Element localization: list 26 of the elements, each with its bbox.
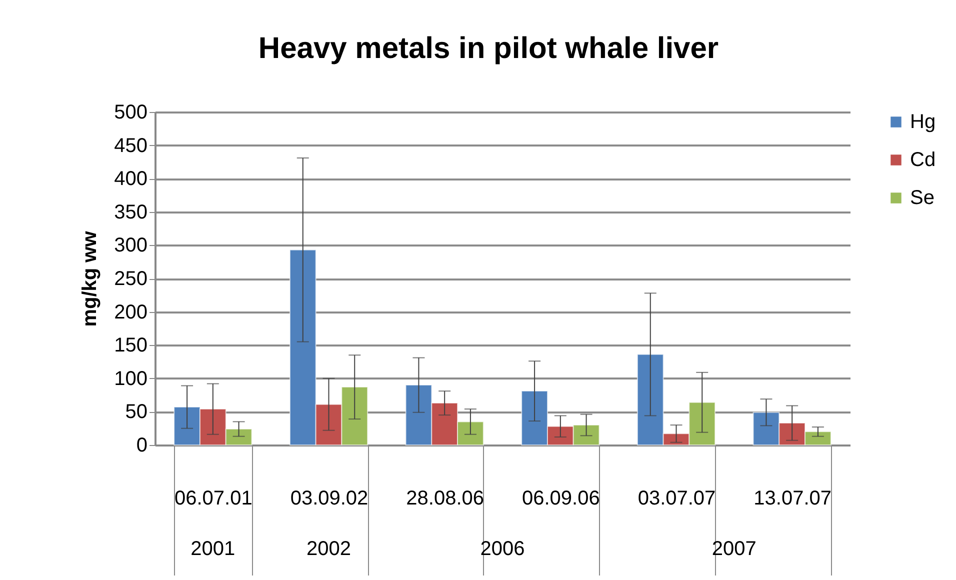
x-tick-label: 06.09.06 xyxy=(522,488,600,510)
legend-label: Hg xyxy=(910,111,936,133)
y-tick-label: 0 xyxy=(136,434,148,456)
y-tick-label: 100 xyxy=(114,368,148,390)
y-tick-label: 300 xyxy=(114,234,148,257)
y-tick-label: 150 xyxy=(114,334,148,357)
text: 2007 xyxy=(712,538,756,561)
x-tick-label: 03.09.02 xyxy=(290,488,368,510)
x-tick-label: 06.07.01 xyxy=(174,488,252,510)
text: 2002 xyxy=(306,538,351,561)
y-tick-label: 250 xyxy=(114,268,148,290)
text: 2006 xyxy=(480,538,525,561)
y-tick-label: 500 xyxy=(114,102,148,124)
y-tick-label: 350 xyxy=(114,201,148,224)
x-tick-label: 13.07.07 xyxy=(754,488,832,510)
y-tick-label: 50 xyxy=(125,401,148,424)
y-tick-label: 200 xyxy=(114,301,148,324)
legend-label: Se xyxy=(910,187,934,209)
y-axis-title: mg/kg ww xyxy=(79,230,102,327)
x-tick-label: 28.08.06 xyxy=(406,488,484,510)
y-tick-label: 400 xyxy=(114,168,148,190)
chart-title: Heavy metals in pilot whale liver xyxy=(258,32,719,65)
text: 2001 xyxy=(190,538,236,561)
legend-label: Cd xyxy=(910,149,936,171)
x-tick-label: 03.07.07 xyxy=(638,488,716,510)
y-tick-label: 450 xyxy=(114,134,148,157)
